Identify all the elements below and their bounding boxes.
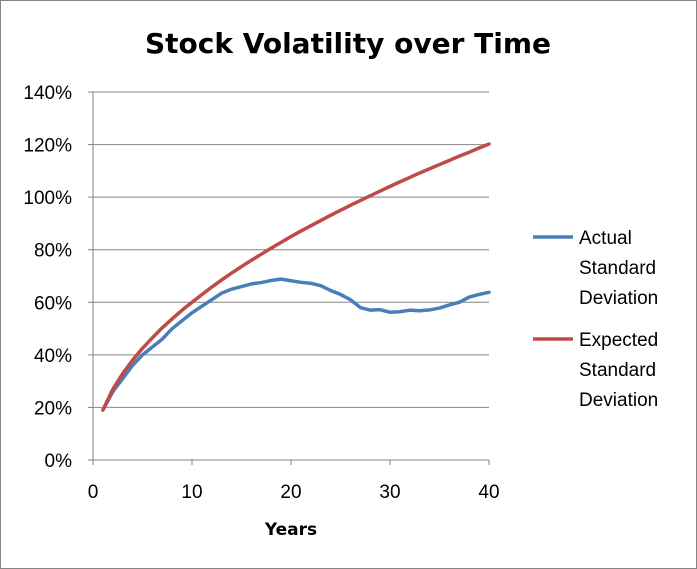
plot-series	[101, 142, 491, 412]
series-line-expected	[101, 142, 491, 412]
chart-title: Stock Volatility over Time	[145, 27, 551, 60]
y-tick-label: 20%	[34, 398, 72, 419]
legend-entry: Expected Standard Deviation	[533, 330, 658, 411]
y-tick-label: 120%	[23, 136, 72, 157]
y-axis-tick-labels: 0% 20% 40% 60% 80% 100% 120% 140%	[23, 83, 72, 472]
axes	[88, 91, 490, 465]
legend-label-line: Deviation	[579, 390, 658, 411]
x-tick-label: 0	[88, 482, 99, 503]
x-axis-title: Years	[264, 520, 317, 540]
legend: Actual Standard Deviation Expected Standard D…	[533, 228, 658, 411]
x-tick-label: 10	[181, 482, 202, 503]
x-tick-label: 20	[280, 482, 301, 503]
legend-label-line: Standard	[579, 258, 656, 279]
y-tick-label: 140%	[23, 83, 72, 104]
legend-label-line: Expected	[579, 330, 658, 351]
y-tick-label: 100%	[23, 188, 72, 209]
legend-label-line: Deviation	[579, 288, 658, 309]
y-tick-label: 80%	[34, 241, 72, 262]
x-tick-label: 40	[478, 482, 499, 503]
y-tick-label: 60%	[34, 293, 72, 314]
y-tick-label: 0%	[45, 451, 73, 472]
legend-label-line: Actual	[579, 228, 632, 249]
legend-entry: Actual Standard Deviation	[533, 228, 658, 309]
x-tick-label: 30	[379, 482, 400, 503]
gridlines	[93, 91, 489, 408]
series-line-actual	[101, 277, 491, 412]
legend-label-line: Standard	[579, 360, 656, 381]
y-tick-label: 40%	[34, 346, 72, 367]
x-axis-tick-labels: 0 10 20 30 40	[88, 482, 500, 503]
